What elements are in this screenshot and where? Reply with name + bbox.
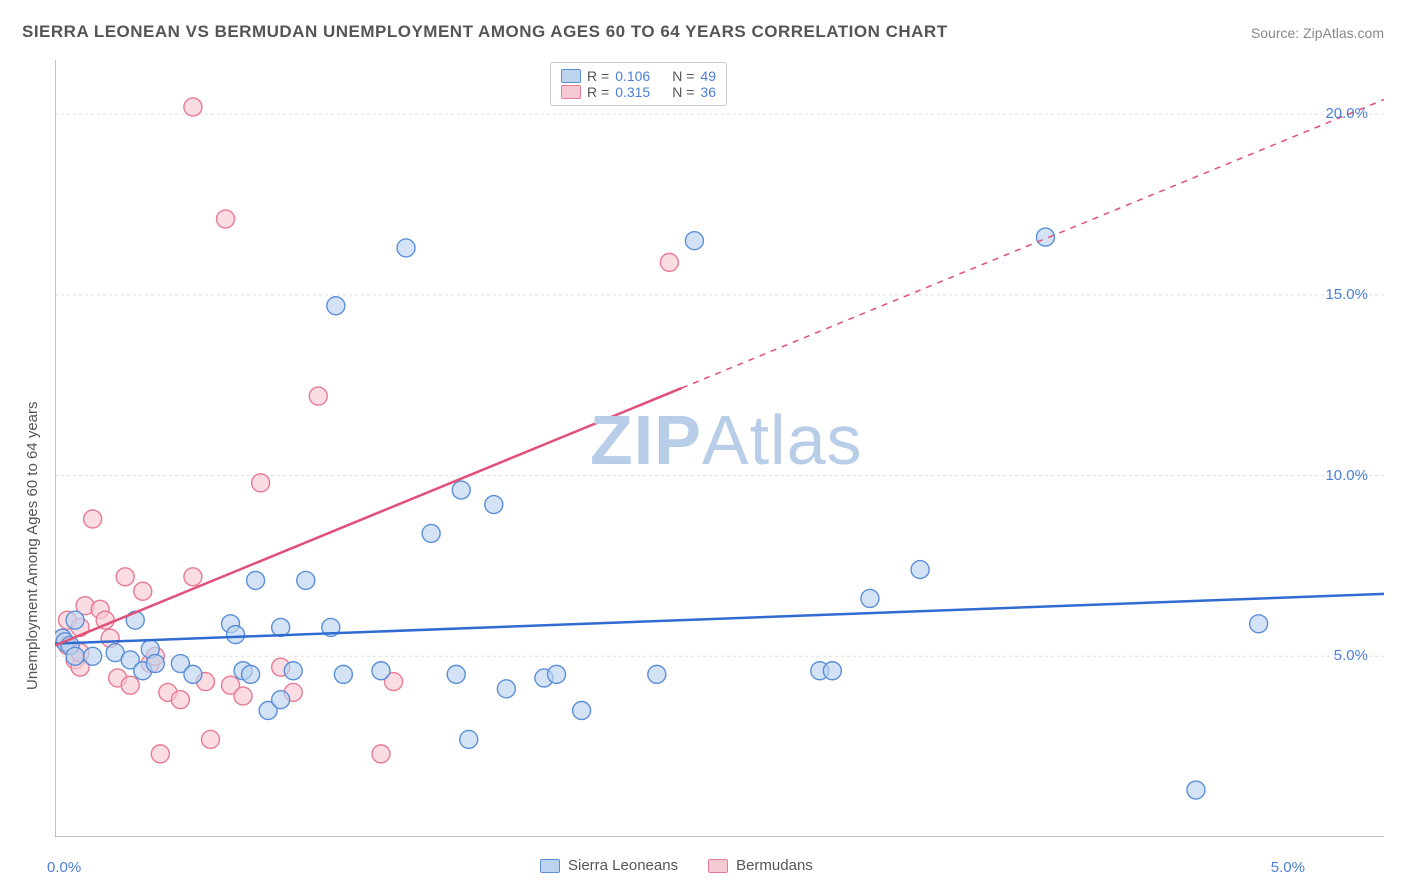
legend-stats: R = 0.106 N = 49 R = 0.315 N = 36 [550, 62, 727, 106]
y-tick-label: 20.0% [1325, 105, 1368, 122]
legend-n-value: 36 [700, 84, 716, 100]
y-axis-label: Unemployment Among Ages 60 to 64 years [24, 401, 41, 690]
legend-swatch [561, 85, 581, 99]
legend-stats-row-1: R = 0.106 N = 49 [561, 68, 716, 84]
legend-n-label: N = [672, 68, 694, 84]
legend-stats-row-2: R = 0.315 N = 36 [561, 84, 716, 100]
chart-title: SIERRA LEONEAN VS BERMUDAN UNEMPLOYMENT … [22, 22, 948, 42]
y-tick-label: 5.0% [1334, 647, 1368, 664]
legend-swatch [708, 859, 728, 873]
legend-r-label: R = [587, 68, 609, 84]
legend-n-label: N = [672, 84, 694, 100]
x-tick-label: 0.0% [47, 859, 81, 876]
scatter-chart [55, 60, 1384, 837]
y-tick-label: 10.0% [1325, 467, 1368, 484]
legend-series-label: Sierra Leoneans [568, 857, 678, 874]
legend-series: Sierra Leoneans Bermudans [540, 857, 813, 874]
legend-series-item: Bermudans [708, 857, 813, 874]
legend-swatch [561, 69, 581, 83]
legend-series-item: Sierra Leoneans [540, 857, 678, 874]
legend-n-value: 49 [700, 68, 716, 84]
legend-series-label: Bermudans [736, 857, 813, 874]
legend-r-value: 0.315 [615, 84, 650, 100]
legend-r-value: 0.106 [615, 68, 650, 84]
x-tick-label: 5.0% [1271, 859, 1305, 876]
chart-container: SIERRA LEONEAN VS BERMUDAN UNEMPLOYMENT … [0, 0, 1406, 892]
legend-r-label: R = [587, 84, 609, 100]
y-tick-label: 15.0% [1325, 286, 1368, 303]
source-label: Source: ZipAtlas.com [1251, 25, 1384, 41]
legend-swatch [540, 859, 560, 873]
